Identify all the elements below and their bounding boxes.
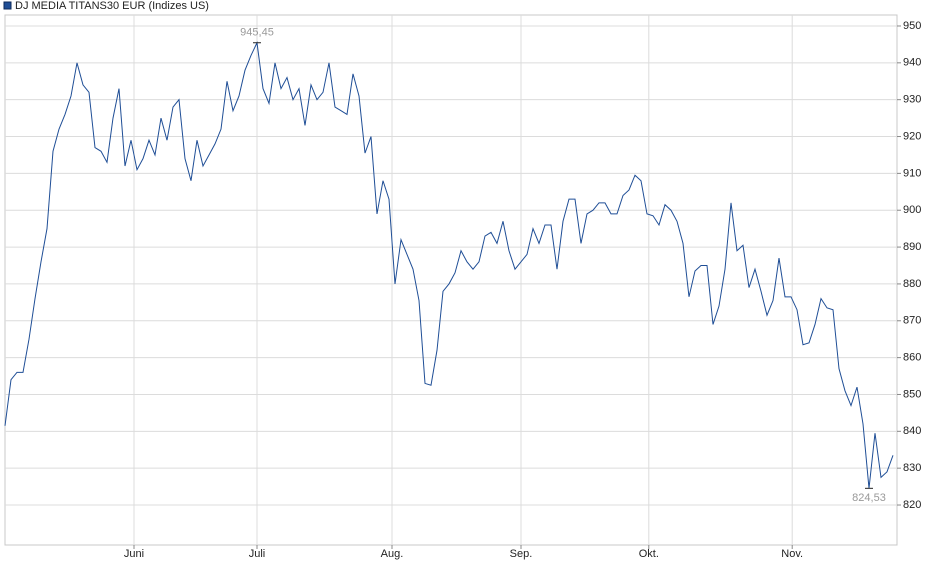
x-tick-label: Sep.: [510, 548, 533, 560]
extreme-label: 824,53: [852, 492, 886, 504]
y-tick-label: 880: [903, 278, 921, 290]
y-tick-label: 860: [903, 352, 921, 364]
x-tick-label: Nov.: [781, 548, 803, 560]
legend-label: DJ MEDIA TITANS30 EUR (Indizes US): [15, 0, 209, 12]
y-tick-label: 820: [903, 499, 921, 511]
y-tick-label: 890: [903, 241, 921, 253]
legend-swatch: [3, 1, 12, 10]
plot-frame: [4, 14, 898, 546]
x-tick-label: Okt.: [639, 548, 659, 560]
y-tick-label: 830: [903, 462, 921, 474]
y-tick-label: 940: [903, 57, 921, 69]
x-tick-label: Aug.: [381, 548, 404, 560]
line-series: [4, 40, 894, 489]
y-tick-label: 910: [903, 167, 921, 179]
y-tick-label: 900: [903, 204, 921, 216]
y-tick-label: 850: [903, 388, 921, 400]
x-tick-label: Juni: [124, 548, 144, 560]
y-tick-label: 840: [903, 425, 921, 437]
y-tick-label: 870: [903, 315, 921, 327]
extreme-label: 945,45: [240, 27, 274, 39]
y-tick-label: 920: [903, 130, 921, 142]
x-tick-label: Juli: [249, 548, 266, 560]
y-tick-label: 950: [903, 20, 921, 32]
y-tick-label: 930: [903, 94, 921, 106]
